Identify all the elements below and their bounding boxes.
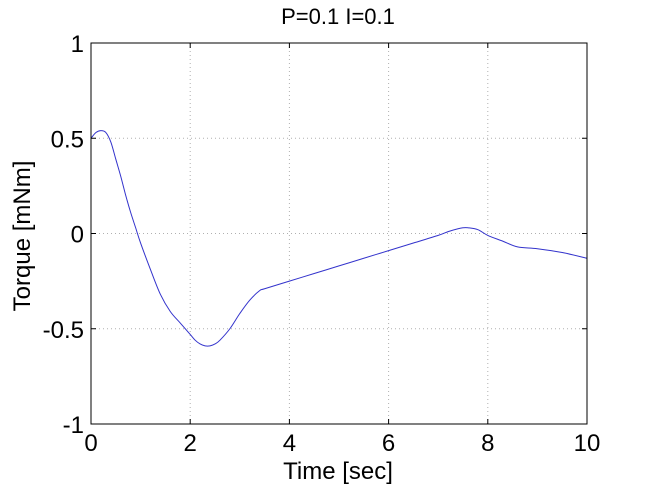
x-tick-label-4: 8 xyxy=(481,430,494,457)
chart-title: P=0.1 I=0.1 xyxy=(281,4,395,29)
series-line-torque xyxy=(90,130,588,347)
y-tick-label-0: 1 xyxy=(71,31,84,58)
y-tick-label-1: 0.5 xyxy=(51,126,84,153)
x-tick-label-1: 2 xyxy=(184,430,197,457)
x-tick-label-3: 6 xyxy=(382,430,395,457)
y-axis-label: Torque [mNm] xyxy=(9,161,36,312)
axis-ticks xyxy=(90,42,588,425)
y-tick-label-3: -0.5 xyxy=(43,317,84,344)
x-tick-label-0: 0 xyxy=(84,430,97,457)
grid-lines xyxy=(91,43,587,424)
y-tick-label-2: 0 xyxy=(71,222,84,249)
tick-labels: 0 2 4 6 8 10 1 0.5 0 -0.5 -1 xyxy=(43,31,601,457)
y-tick-label-4: -1 xyxy=(63,412,84,439)
x-axis-label: Time [sec] xyxy=(283,458,393,485)
x-tick-label-5: 10 xyxy=(574,430,601,457)
x-tick-label-2: 4 xyxy=(283,430,296,457)
